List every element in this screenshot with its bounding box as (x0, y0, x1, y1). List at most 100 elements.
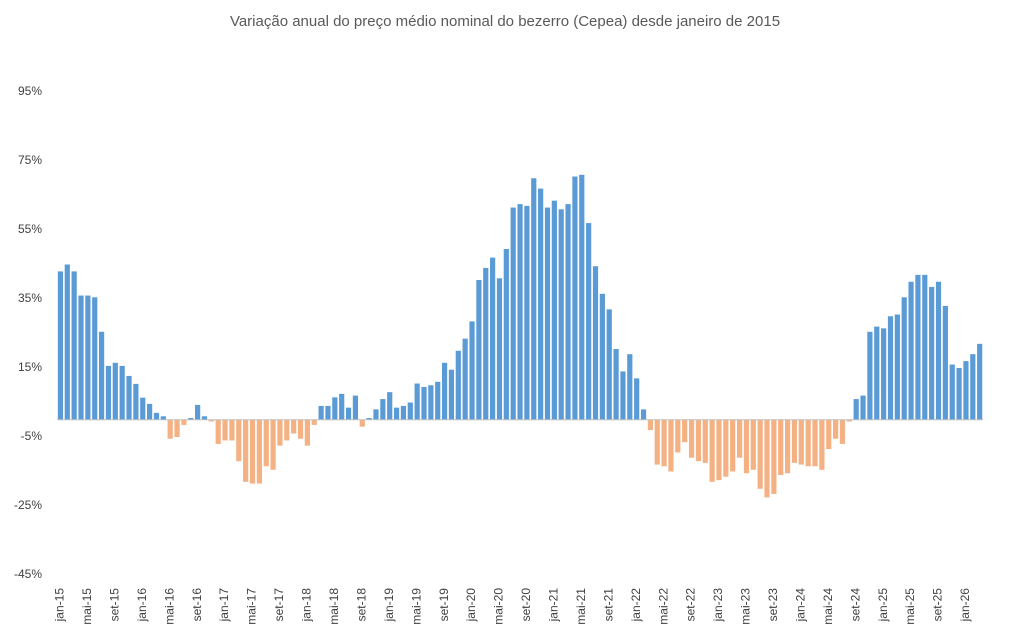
bar (407, 402, 413, 420)
x-tick-label: mai-21 (574, 588, 588, 625)
bar (586, 223, 592, 420)
x-tick-label: jan-22 (629, 588, 643, 623)
bar (380, 399, 386, 420)
bar (490, 257, 496, 420)
y-tick-label: -5% (21, 429, 43, 443)
bar (393, 407, 400, 420)
bar (222, 419, 228, 441)
bar (977, 343, 983, 420)
bar (867, 331, 873, 420)
bar (606, 309, 612, 420)
bar (572, 176, 578, 420)
x-tick-label: set-16 (190, 588, 204, 622)
bar (942, 305, 948, 420)
x-tick-label: set-15 (107, 588, 121, 622)
bar (345, 407, 352, 420)
x-tick-label: mai-23 (739, 588, 753, 625)
x-tick-label: set-18 (354, 588, 368, 622)
bar (654, 419, 660, 465)
x-tick-label: jan-15 (53, 588, 67, 623)
bar (750, 419, 756, 470)
bar (325, 405, 331, 420)
bar (551, 200, 557, 420)
bar (764, 419, 770, 498)
bar (133, 383, 139, 420)
x-tick-label: jan-25 (876, 588, 890, 623)
bar (174, 419, 180, 437)
x-tick-label: jan-23 (711, 588, 725, 623)
bar (805, 419, 811, 467)
bar (531, 178, 537, 420)
x-tick-label: mai-16 (162, 588, 176, 625)
bar (771, 419, 777, 494)
bar (243, 419, 249, 482)
bar (510, 207, 516, 420)
x-tick-label: jan-21 (547, 588, 561, 623)
bar (503, 248, 509, 420)
bar (208, 419, 214, 422)
x-tick-label: mai-20 (492, 588, 506, 625)
bar (339, 393, 345, 420)
bar (387, 392, 393, 420)
x-tick-label: mai-18 (327, 588, 341, 625)
bar (620, 371, 626, 420)
x-tick-label: jan-19 (382, 588, 396, 623)
bar (277, 419, 283, 446)
bar (181, 419, 187, 425)
x-tick-label: set-21 (601, 588, 615, 622)
bar (249, 419, 256, 484)
bar (757, 419, 763, 489)
bar (538, 188, 544, 420)
bar (929, 286, 935, 420)
bar (935, 281, 942, 420)
bar (352, 395, 359, 420)
bar (949, 364, 955, 420)
bar (160, 416, 166, 420)
bar (421, 386, 427, 420)
bar (668, 419, 674, 472)
chart-title: Variação anual do preço médio nominal do… (230, 13, 780, 30)
bar (791, 419, 798, 463)
y-tick-label: 15% (18, 360, 42, 374)
bar (167, 419, 173, 439)
bar (215, 419, 221, 444)
x-tick-label: jan-24 (793, 588, 807, 623)
x-tick-label: set-23 (766, 588, 780, 622)
bar (414, 383, 420, 420)
bar (682, 419, 688, 443)
y-tick-label: 75% (18, 153, 42, 167)
bar (675, 419, 681, 453)
bar (963, 361, 969, 420)
x-tick-label: mai-15 (80, 588, 94, 625)
x-tick-label: mai-17 (245, 588, 259, 625)
x-tick-label: mai-25 (903, 588, 917, 625)
bar (140, 397, 146, 420)
bar (853, 399, 859, 420)
bar (627, 354, 633, 420)
bar (469, 321, 475, 420)
bar (826, 419, 832, 450)
bar (448, 369, 455, 420)
x-tick-label: jan-18 (300, 588, 314, 623)
bar (833, 419, 839, 439)
bar (64, 264, 70, 420)
bar (723, 419, 729, 477)
bar (640, 409, 647, 420)
bar (304, 419, 310, 446)
x-tick-label: set-17 (272, 588, 286, 622)
y-tick-label: 35% (18, 291, 42, 305)
bar (98, 331, 105, 420)
x-tick-label: mai-19 (409, 588, 423, 625)
bar (743, 419, 750, 474)
bar (435, 381, 441, 420)
bar (462, 338, 468, 420)
bar (153, 412, 160, 420)
bar (688, 419, 695, 458)
bar (400, 405, 407, 420)
x-tick-label: set-19 (437, 588, 451, 622)
bar (496, 278, 503, 420)
bar (441, 362, 448, 420)
bar (229, 419, 235, 441)
bar (565, 204, 571, 420)
bar (881, 328, 887, 420)
